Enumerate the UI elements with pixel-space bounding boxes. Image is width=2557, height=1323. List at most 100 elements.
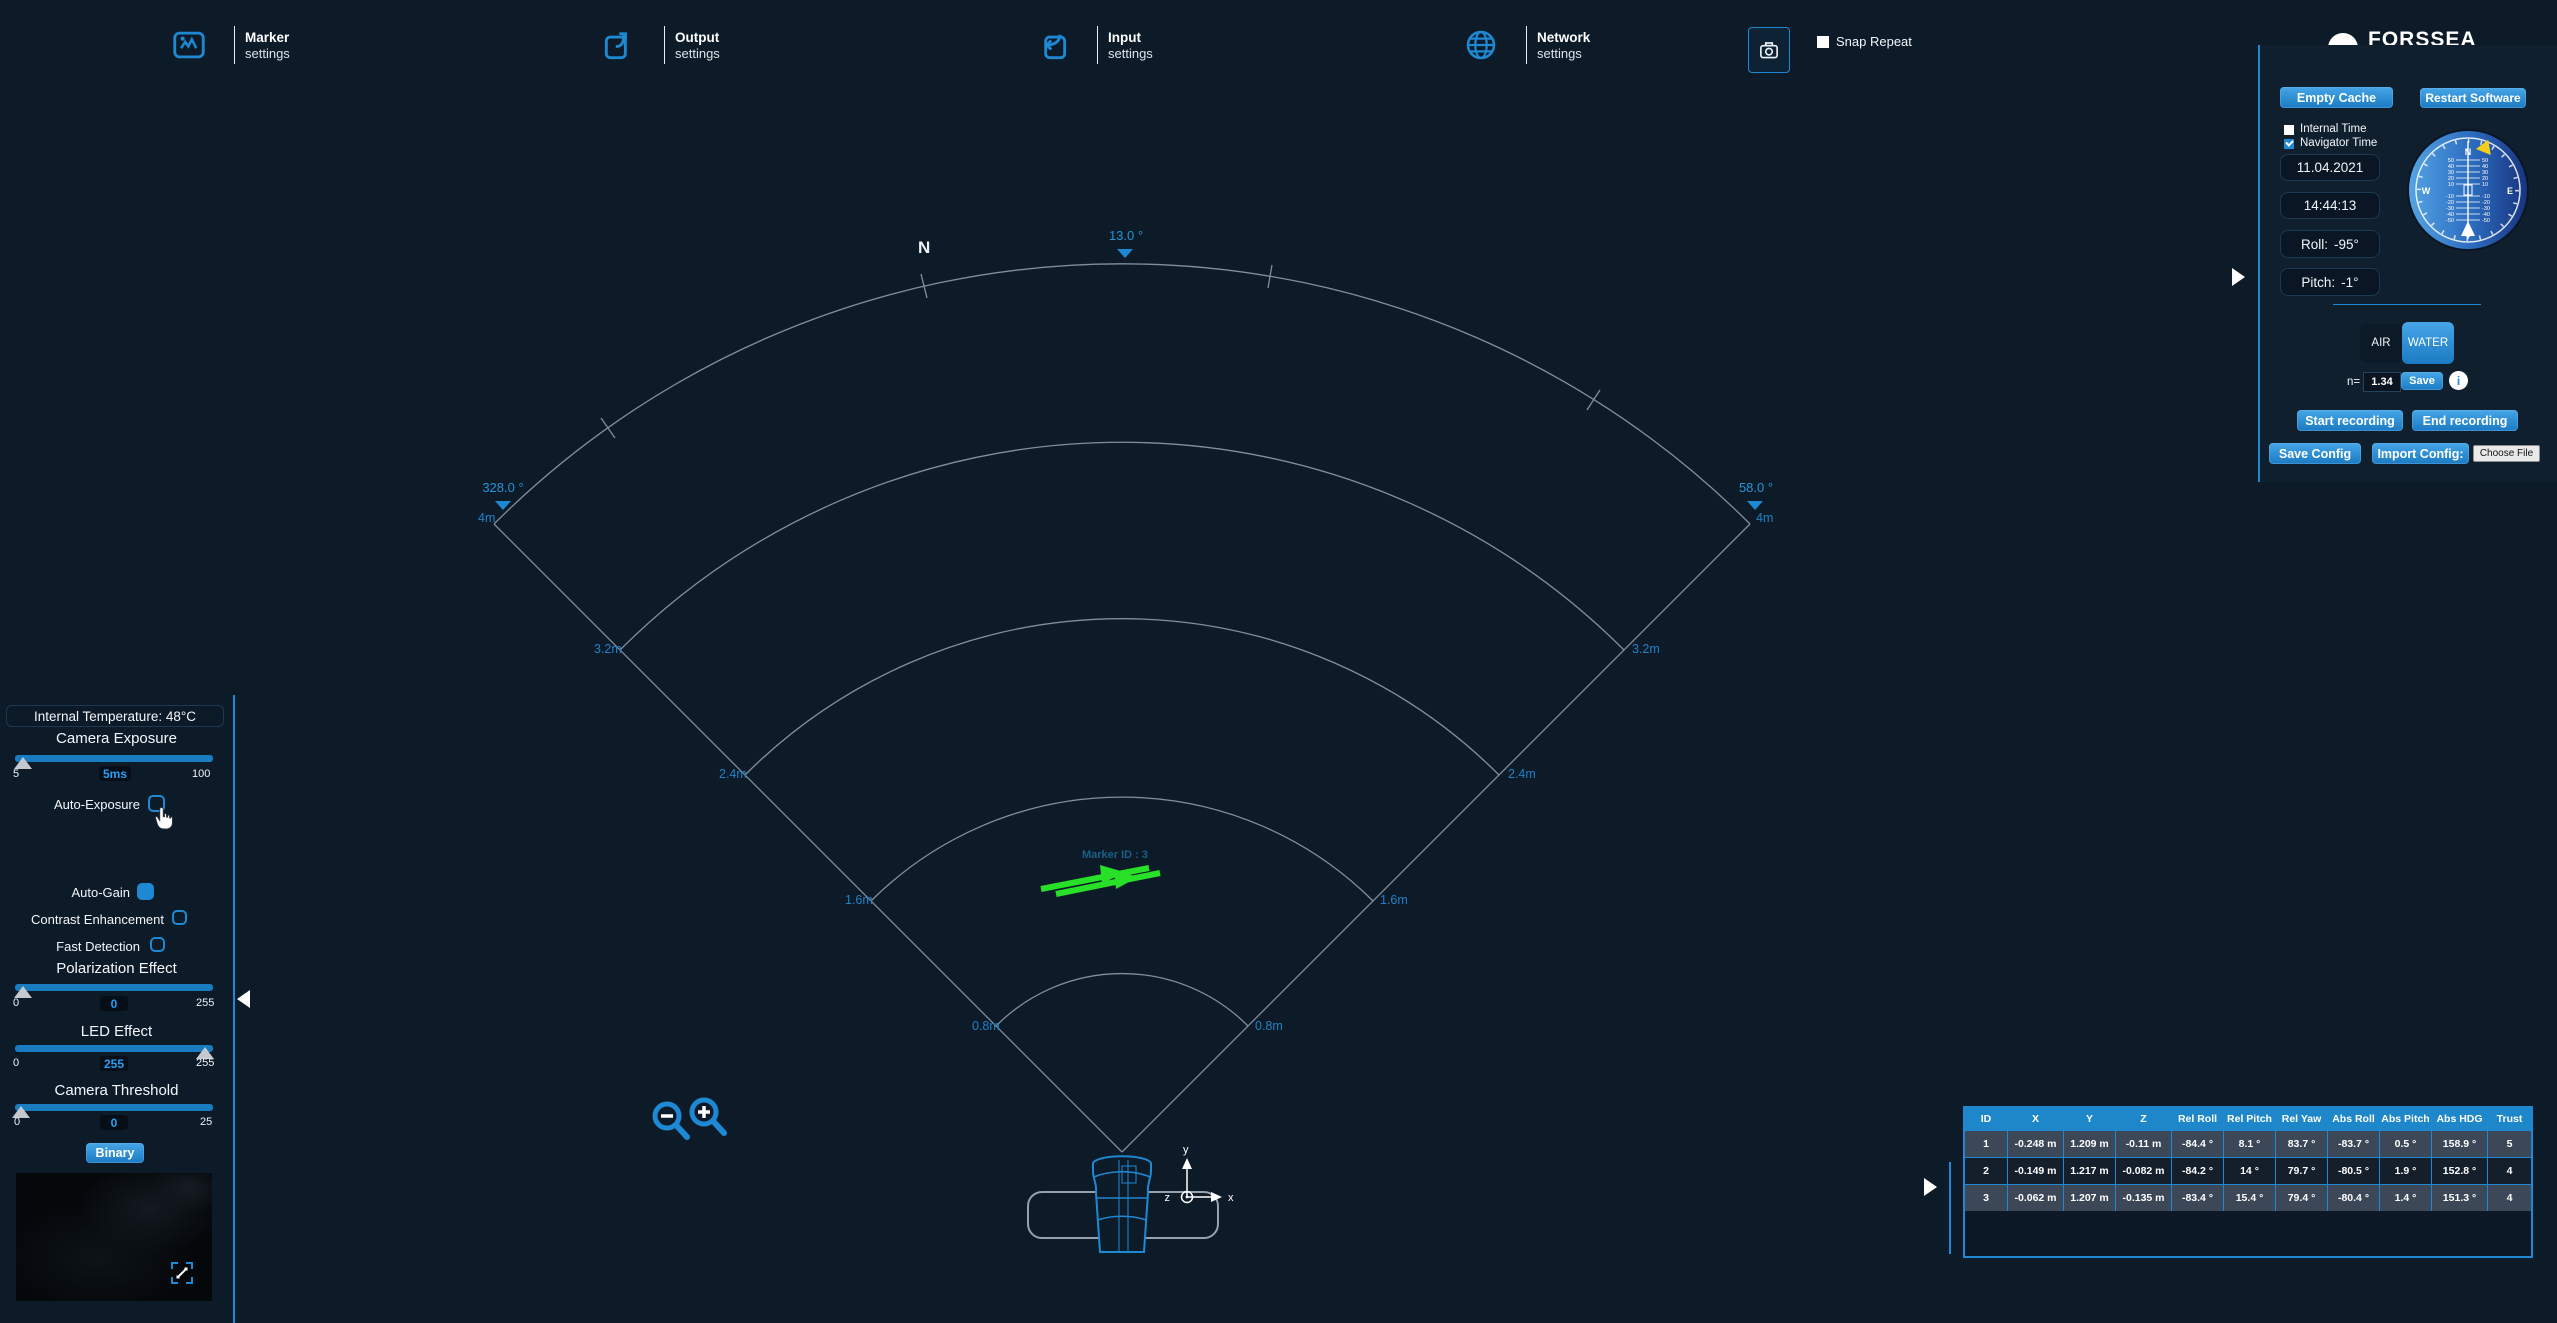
medium-air-button[interactable]: AIR bbox=[2360, 324, 2402, 362]
pitch-ladder bbox=[2456, 159, 2480, 221]
empty-cache-button[interactable]: Empty Cache bbox=[2280, 87, 2393, 108]
refraction-index-input[interactable]: 1.34 bbox=[2363, 372, 2401, 392]
snap-repeat-checkbox[interactable] bbox=[1817, 36, 1829, 48]
left-panel-border bbox=[233, 695, 235, 1323]
nav-network-settings[interactable]: Network settings bbox=[1462, 26, 1590, 64]
cell: -0.149 m bbox=[2007, 1158, 2063, 1184]
navigator-time-checkbox[interactable] bbox=[2284, 139, 2294, 149]
cell: -83.4 ° bbox=[2171, 1185, 2223, 1211]
cell: 1.4 ° bbox=[2379, 1185, 2431, 1211]
col-header: Y bbox=[2063, 1108, 2115, 1130]
svg-text:-20: -20 bbox=[2482, 200, 2490, 206]
svg-text:40: 40 bbox=[2448, 164, 2454, 170]
choose-file-button[interactable]: Choose File bbox=[2473, 445, 2540, 462]
range-label-left: 0.8m bbox=[972, 1019, 1000, 1033]
cell: 1.209 m bbox=[2063, 1131, 2115, 1157]
axis-icon: y x z bbox=[1165, 1144, 1235, 1204]
internal-time-label: Internal Time bbox=[2300, 123, 2367, 135]
roll-value: -95° bbox=[2334, 236, 2359, 252]
heading-bug-icon bbox=[2475, 139, 2491, 155]
expand-icon[interactable] bbox=[170, 1261, 194, 1285]
nav-sublabel: settings bbox=[1108, 45, 1153, 61]
col-header: Rel Pitch bbox=[2223, 1108, 2275, 1130]
axis-y-label: y bbox=[1183, 1144, 1189, 1156]
cell: 0.5 ° bbox=[2379, 1131, 2431, 1157]
svg-text:20: 20 bbox=[2448, 176, 2454, 182]
table-row[interactable]: 1 -0.248 m 1.209 m -0.11 m -84.4 ° 8.1 °… bbox=[1965, 1130, 2531, 1157]
led-title: LED Effect bbox=[80, 1023, 153, 1040]
polarization-slider[interactable] bbox=[15, 984, 213, 991]
camera-exposure-slider[interactable] bbox=[15, 755, 213, 762]
import-config-button[interactable]: Import Config: bbox=[2372, 443, 2469, 464]
threshold-value: 0 bbox=[100, 1115, 128, 1130]
svg-text:40: 40 bbox=[2482, 164, 2488, 170]
cell: 151.3 ° bbox=[2431, 1185, 2487, 1211]
led-value: 255 bbox=[100, 1056, 128, 1071]
threshold-thumb[interactable] bbox=[12, 1106, 30, 1118]
navigator-time-label: Navigator Time bbox=[2300, 137, 2378, 149]
cardinal-e: E bbox=[2507, 186, 2513, 196]
cell: 152.8 ° bbox=[2431, 1158, 2487, 1184]
right-panel-collapse-arrow[interactable] bbox=[2232, 268, 2245, 286]
zoom-in-icon[interactable] bbox=[689, 1097, 727, 1136]
medium-water-button[interactable]: WATER bbox=[2402, 322, 2454, 364]
nav-input-settings[interactable]: Input settings bbox=[1033, 26, 1153, 64]
col-header: Abs HDG bbox=[2431, 1108, 2487, 1130]
camera-exposure-thumb[interactable] bbox=[14, 757, 32, 769]
cell: 5 bbox=[2487, 1131, 2531, 1157]
threshold-slider[interactable] bbox=[15, 1104, 213, 1111]
save-n-button[interactable]: Save bbox=[2401, 372, 2443, 390]
pitch-label: Pitch: bbox=[2301, 274, 2336, 290]
left-angle-label: 328.0 ° bbox=[482, 480, 524, 495]
led-max: 255 bbox=[196, 1057, 215, 1069]
restart-software-button[interactable]: Restart Software bbox=[2420, 88, 2526, 108]
cell: 15.4 ° bbox=[2223, 1185, 2275, 1211]
rov-icon bbox=[1027, 1155, 1219, 1253]
auto-exposure-checkbox[interactable] bbox=[148, 795, 165, 812]
table-row[interactable]: 3 -0.062 m 1.207 m -0.135 m -83.4 ° 15.4… bbox=[1965, 1184, 2531, 1211]
auto-gain-checkbox[interactable] bbox=[137, 883, 154, 900]
svg-text:20: 20 bbox=[2482, 176, 2488, 182]
polarization-thumb[interactable] bbox=[14, 986, 32, 998]
save-config-button[interactable]: Save Config bbox=[2269, 443, 2361, 464]
end-recording-button[interactable]: End recording bbox=[2412, 410, 2518, 431]
table-collapse-arrow[interactable] bbox=[1924, 1178, 1937, 1196]
camera-snapshot-button[interactable] bbox=[1748, 27, 1790, 73]
range-label-left: 3.2m bbox=[594, 642, 622, 656]
col-header: ID bbox=[1980, 1113, 1992, 1125]
nav-output-settings[interactable]: Output settings bbox=[600, 26, 720, 64]
threshold-max: 25 bbox=[200, 1116, 213, 1128]
col-header: Rel Roll bbox=[2171, 1108, 2223, 1130]
svg-text:-30: -30 bbox=[2482, 206, 2490, 212]
date-display: 11.04.2021 bbox=[2280, 154, 2380, 181]
pitch-display: Pitch: -1° bbox=[2280, 268, 2380, 296]
internal-time-checkbox[interactable] bbox=[2284, 125, 2294, 135]
roll-label: Roll: bbox=[2301, 236, 2329, 252]
cardinal-n: N bbox=[2465, 147, 2472, 157]
nav-marker-settings[interactable]: Marker settings bbox=[170, 26, 290, 64]
svg-text:30: 30 bbox=[2482, 170, 2488, 176]
start-recording-button[interactable]: Start recording bbox=[2297, 410, 2403, 431]
right-angle-marker-icon bbox=[1747, 501, 1763, 510]
left-panel-collapse-arrow[interactable] bbox=[237, 990, 250, 1008]
led-slider[interactable] bbox=[15, 1045, 213, 1052]
binary-button[interactable]: Binary bbox=[86, 1143, 144, 1163]
fast-detection-checkbox[interactable] bbox=[150, 937, 165, 952]
range-label-left: 4m bbox=[478, 511, 496, 525]
info-icon[interactable]: i bbox=[2449, 371, 2468, 390]
led-thumb[interactable] bbox=[196, 1047, 214, 1059]
nav-label: Network bbox=[1537, 29, 1591, 45]
cell: -0.135 m bbox=[2115, 1185, 2171, 1211]
threshold-min: 0 bbox=[14, 1116, 21, 1128]
table-header-row: ID X Y Z Rel Roll Rel Pitch Rel Yaw Abs … bbox=[1965, 1108, 2531, 1130]
cell: -0.082 m bbox=[2115, 1158, 2171, 1184]
zoom-out-icon[interactable] bbox=[652, 1101, 690, 1140]
cell: 158.9 ° bbox=[2431, 1131, 2487, 1157]
range-label-right: 1.6m bbox=[1380, 893, 1408, 907]
table-row[interactable]: 2 -0.149 m 1.217 m -0.082 m -84.2 ° 14 °… bbox=[1965, 1157, 2531, 1184]
sonar-arcs bbox=[493, 263, 1751, 1153]
svg-text:10: 10 bbox=[2482, 182, 2488, 188]
nav-label: Marker bbox=[245, 29, 290, 45]
contrast-enhancement-checkbox[interactable] bbox=[172, 910, 187, 925]
